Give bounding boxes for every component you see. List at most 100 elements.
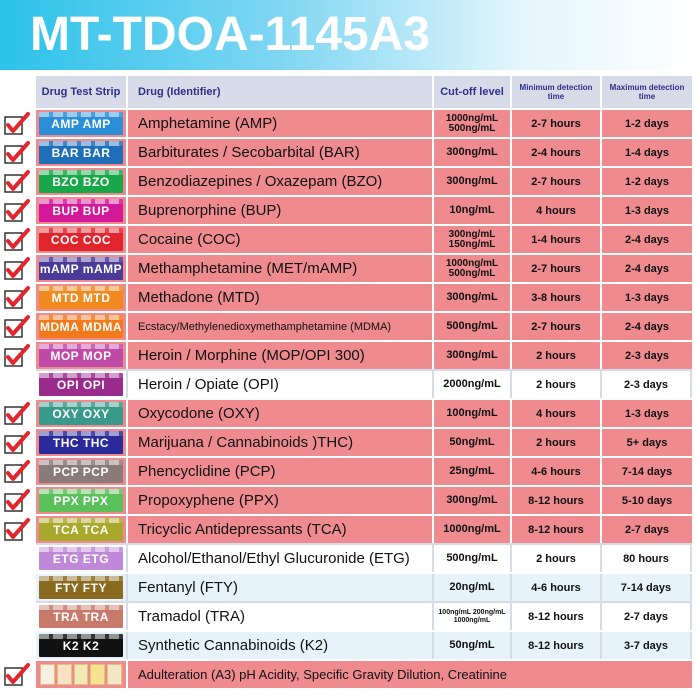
table-row: PCP PCP Phencyclidine (PCP) 25ng/mL 4-6 hou… (4, 456, 692, 485)
drug-name: Buprenorphine (BUP) (128, 197, 434, 224)
drug-name: Heroin / Opiate (OPI) (128, 371, 434, 398)
cutoff-value: 1000ng/mL 500ng/mL (445, 257, 499, 279)
checkmark-icon (4, 431, 30, 454)
cutoff-value: 300ng/mL (446, 175, 498, 187)
drug-name: Ecstacy/Methylenedioxymethamphetamine (M… (128, 313, 434, 340)
table-row: MTD MTD Methadone (MTD) 300ng/mL 3-8 hours 1… (4, 282, 692, 311)
strip-cell (36, 661, 128, 688)
cutoff-level: 300ng/mL (434, 342, 512, 369)
drug-name: Benzodiazepines / Oxazepam (BZO) (128, 168, 434, 195)
strip-abbr: COC COC (50, 232, 112, 247)
table-row-adulteration: Adulteration (A3) pH Acidity, Specific G… (4, 659, 692, 688)
checkmark-icon (4, 489, 30, 512)
max-detection-time: 1-3 days (624, 291, 670, 304)
drug-name: Methadone (MTD) (128, 284, 434, 311)
adulteration-pad (107, 664, 122, 685)
checkmark-icon (4, 112, 30, 135)
cutoff-value: 20ng/mL (449, 581, 495, 593)
cutoff-value: 500ng/mL (446, 552, 498, 564)
cutoff-level: 300ng/mL 150ng/mL (434, 226, 512, 253)
cutoff-level: 300ng/mL (434, 284, 512, 311)
drug-name: Alcohol/Ethanol/Ethyl Glucuronide (ETG) (128, 545, 434, 572)
checkmark-icon (4, 228, 30, 251)
strip-abbr: AMP AMP (51, 116, 111, 131)
min-detection-time: 2-7 hours (512, 313, 602, 340)
drug-name: Heroin / Morphine (MOP/OPI 300) (128, 342, 434, 369)
strip-abbr: BAR BAR (51, 145, 111, 160)
min-detection-time: 4-6 hours (512, 458, 602, 485)
table-row: mAMP mAMP Methamphetamine (MET/mAMP) 1000n… (4, 253, 692, 282)
adulteration-description: Adulteration (A3) pH Acidity, Specific G… (128, 661, 646, 688)
cutoff-value: 300ng/mL (446, 349, 498, 361)
table-row: TRA TRA Tramadol (TRA) 100ng/mL 200ng/mL 1… (36, 601, 692, 630)
drug-test-table: Drug Test Strip Drug (Identifier) Cut-of… (4, 76, 692, 688)
min-detection-time: 2 hours (512, 371, 602, 398)
max-detection-time: 2-7 days (624, 523, 670, 536)
cutoff-level: 50ng/mL (434, 429, 512, 456)
cutoff-level: 1000ng/mL 500ng/mL (434, 255, 512, 282)
min-detection-time: 1-4 hours (512, 226, 602, 253)
cutoff-level: 1000ng/mL 500ng/mL (434, 110, 512, 137)
max-detection-time: 2-7 days (602, 603, 692, 630)
header-min-detection: Minimum detection time (512, 76, 602, 108)
strip-abbr: MDMA MDMA (39, 319, 123, 334)
min-detection-time: 2-4 hours (512, 139, 602, 166)
cutoff-level: 100ng/mL 200ng/mL 1000ng/mL (434, 603, 512, 630)
cutoff-level: 50ng/mL (434, 632, 512, 659)
strip-cell: ETG ETG (36, 545, 128, 572)
max-detection-time: 2-4 days (624, 262, 670, 275)
adulteration-pad (90, 664, 106, 685)
strip-cell: TCA TCA (36, 516, 128, 543)
checkmark-icon (4, 518, 30, 541)
max-detection-time: 7-14 days (602, 574, 692, 601)
checkmark-icon (4, 257, 30, 280)
test-strip-tra: TRA TRA (39, 605, 123, 628)
test-strip-etg: ETG ETG (39, 547, 123, 570)
table-row: BAR BAR Barbiturates / Secobarbital (BAR)… (4, 137, 692, 166)
cutoff-value: 100ng/mL (446, 407, 498, 419)
strip-cell: MTD MTD (36, 284, 128, 311)
test-strip-ppx: PPX PPX (39, 489, 123, 512)
max-detection-time: 5+ days (626, 436, 668, 449)
cutoff-level: 500ng/mL (434, 545, 512, 572)
table-row: ETG ETG Alcohol/Ethanol/Ethyl Glucuronide… (36, 543, 692, 572)
test-strip-pcp: PCP PCP (39, 460, 123, 483)
adulteration-pad (56, 664, 72, 685)
max-detection-time: 80 hours (602, 545, 692, 572)
table-row: BUP BUP Buprenorphine (BUP) 10ng/mL 4 hours… (4, 195, 692, 224)
strip-cell: MOP MOP (36, 342, 128, 369)
test-strip-oxy: OXY OXY (39, 402, 123, 425)
strip-cell: OXY OXY (36, 400, 128, 427)
strip-cell: PCP PCP (36, 458, 128, 485)
checkmark-icon (4, 315, 30, 338)
cutoff-value: 100ng/mL 200ng/mL 1000ng/mL (438, 608, 506, 624)
max-detection-time: 3-7 days (602, 632, 692, 659)
checkmark-icon (4, 460, 30, 483)
cutoff-level: 20ng/mL (434, 574, 512, 601)
min-detection-time: 8-12 hours (512, 487, 602, 514)
checkmark-icon (4, 344, 30, 367)
max-detection-time: 5-10 days (621, 494, 673, 507)
drug-name: Amphetamine (AMP) (128, 110, 434, 137)
strip-abbr: BZO BZO (52, 174, 110, 189)
min-detection-time: 2-7 hours (512, 168, 602, 195)
strip-abbr: TRA TRA (53, 609, 109, 624)
test-strip-bar: BAR BAR (39, 141, 123, 164)
min-detection-time: 4 hours (512, 197, 602, 224)
strip-cell: OPI OPI (36, 371, 128, 398)
adulteration-pad (73, 664, 89, 685)
max-detection-time: 2-3 days (624, 349, 670, 362)
strip-cell: AMP AMP (36, 110, 128, 137)
adulteration-strip (39, 663, 123, 686)
table-row: COC COC Cocaine (COC) 300ng/mL 150ng/mL 1-4… (4, 224, 692, 253)
test-strip-fty: FTY FTY (39, 576, 123, 599)
strip-abbr: PCP PCP (53, 464, 109, 479)
cutoff-value: 1000ng/mL (443, 523, 501, 535)
max-detection-time: 7-14 days (621, 465, 673, 478)
strip-cell: THC THC (36, 429, 128, 456)
adulteration-pad (40, 664, 55, 685)
max-detection-time: 2-3 days (602, 371, 692, 398)
cutoff-value: 500ng/mL (446, 320, 498, 332)
strip-abbr: TCA TCA (53, 522, 109, 537)
strip-cell: COC COC (36, 226, 128, 253)
